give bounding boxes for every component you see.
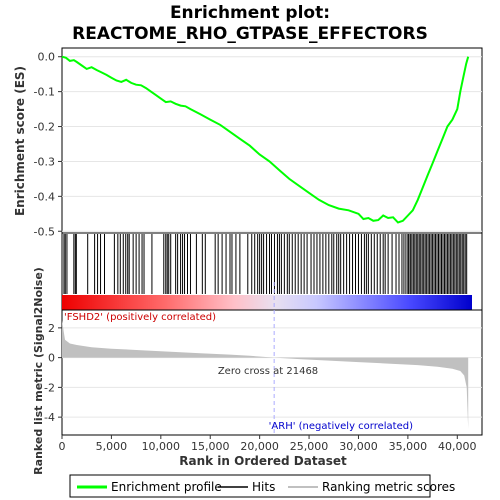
x-axis-title: Rank in Ordered Dataset — [179, 454, 347, 468]
hit-lines — [63, 234, 468, 294]
chart-title-line2: REACTOME_RHO_GTPASE_EFFECTORS — [72, 24, 428, 44]
x-tick-label: 40,000 — [438, 440, 477, 453]
metric-tick-label: 2 — [48, 322, 55, 335]
x-axis-ticks: 0 5,000 10,000 15,000 20,000 25,000 30,000 35,0… — [59, 435, 477, 453]
legend-box — [69, 474, 431, 498]
x-tick-label: 10,000 — [142, 440, 181, 453]
es-tick-label: -0.5 — [34, 225, 55, 238]
metric-axis-ticks: 2 0 -2 -4 — [44, 322, 62, 424]
x-tick-label: 5,000 — [96, 440, 128, 453]
es-gridlines — [62, 56, 482, 232]
es-tick-label: -0.2 — [34, 121, 55, 134]
es-panel — [61, 47, 483, 234]
x-tick-label: 0 — [59, 440, 66, 453]
x-tick-label: 30,000 — [339, 440, 378, 453]
legend: Enrichment profile Hits Ranking metric s… — [69, 474, 455, 498]
metric-tick-label: 0 — [48, 352, 55, 365]
metric-panel — [61, 309, 483, 436]
x-tick-label: 35,000 — [389, 440, 428, 453]
metric-tick-label: -2 — [44, 381, 55, 394]
legend-hits-label: Hits — [252, 480, 275, 494]
metric-gridlines — [62, 327, 482, 418]
legend-metric-label: Ranking metric scores — [322, 480, 455, 494]
es-tick-label: -0.4 — [34, 190, 55, 203]
negative-correlation-label: 'ARH' (negatively correlated) — [269, 421, 413, 432]
rank-color-bar — [62, 295, 472, 310]
enrichment-profile-line — [61, 55, 470, 224]
es-axis-ticks: 0.0 -0.1 -0.2 -0.3 -0.4 -0.5 — [34, 51, 62, 238]
legend-enrichment-label: Enrichment profile — [111, 480, 222, 494]
chart-title-line1: Enrichment plot: — [170, 3, 330, 23]
es-tick-label: -0.1 — [34, 86, 55, 99]
metric-tick-label: -4 — [44, 411, 55, 424]
metric-axis-title: Ranked list metric (Signal2Noise) — [32, 267, 45, 475]
zero-cross-label: Zero cross at 21468 — [218, 366, 318, 377]
x-tick-label: 15,000 — [191, 440, 230, 453]
x-tick-label: 25,000 — [290, 440, 329, 453]
es-axis-title: Enrichment score (ES) — [13, 66, 27, 216]
es-tick-label: 0.0 — [38, 51, 56, 64]
x-tick-label: 20,000 — [240, 440, 279, 453]
es-tick-label: -0.3 — [34, 155, 55, 168]
positive-correlation-label: 'FSHD2' (positively correlated) — [64, 312, 216, 323]
